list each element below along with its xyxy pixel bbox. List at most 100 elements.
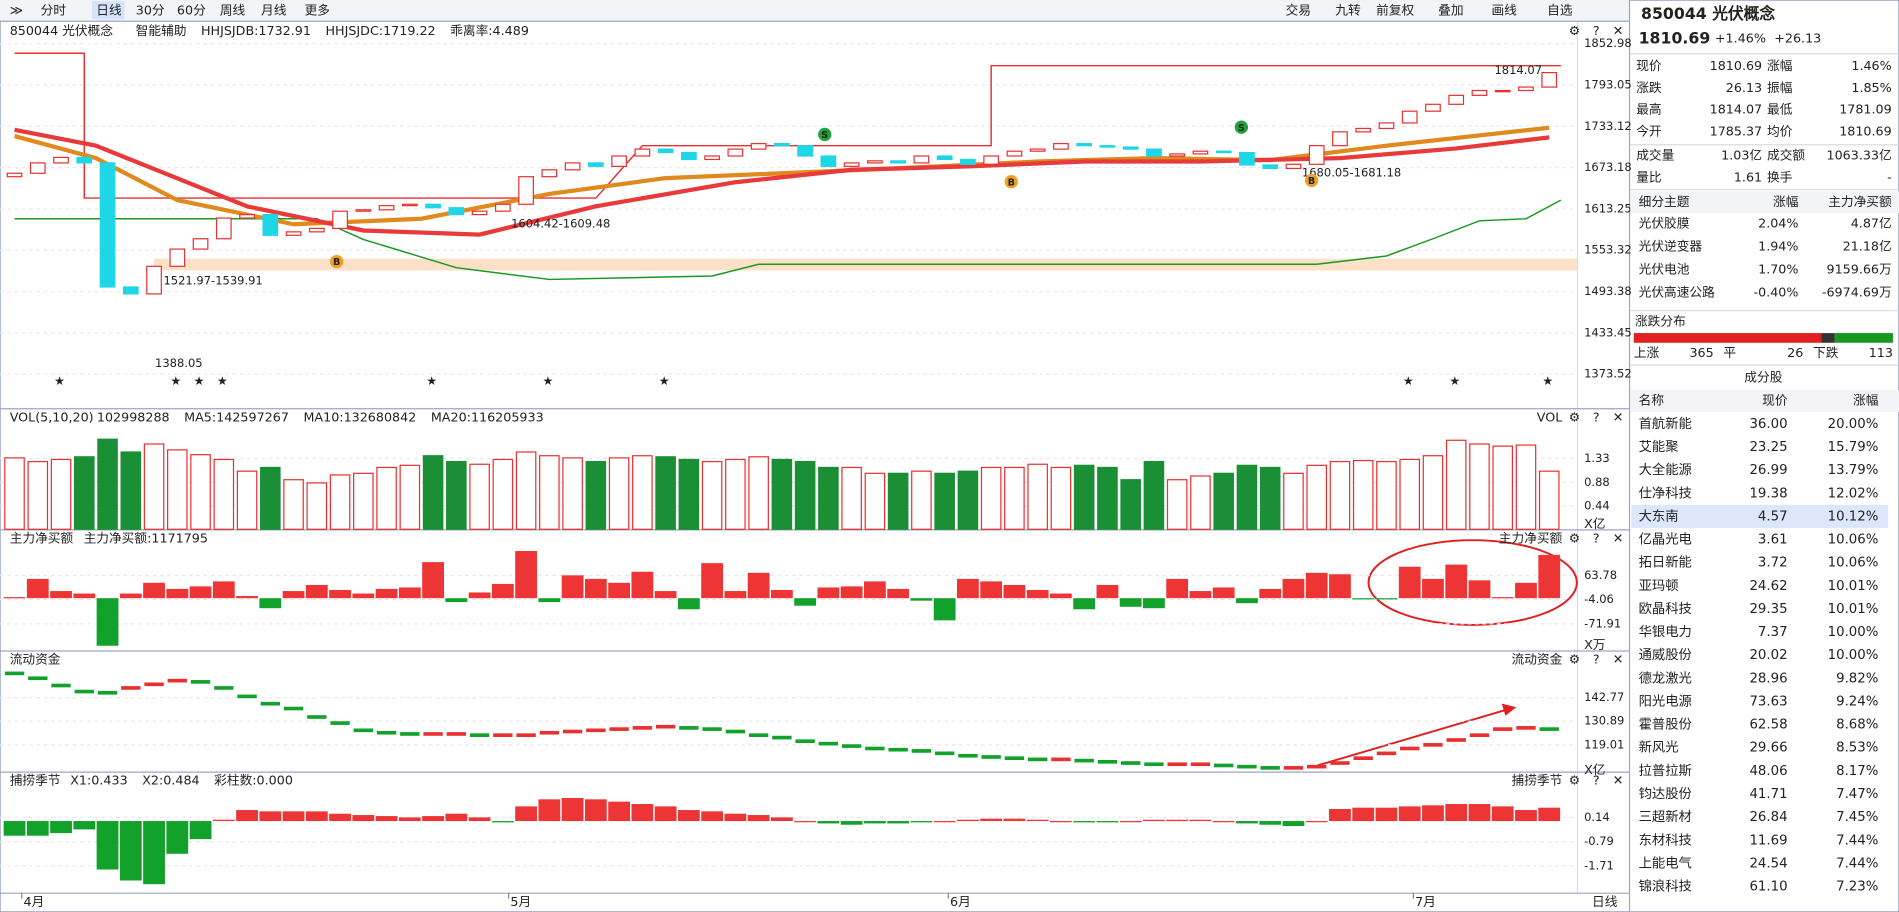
x-tick-label: 6月	[950, 894, 971, 909]
bar	[1189, 591, 1212, 599]
pane-icon[interactable]: ?	[1593, 652, 1600, 667]
toolbar-button[interactable]: 自选	[1547, 2, 1573, 17]
pane-icon[interactable]: ?	[1593, 409, 1600, 424]
pane-icon[interactable]: ✕	[1613, 409, 1624, 424]
volume-bar	[585, 460, 607, 530]
stock-name[interactable]: 亚玛顿	[1639, 578, 1679, 594]
flow-step	[51, 683, 71, 688]
bar	[538, 598, 561, 603]
pane-icon[interactable]: ✕	[1613, 773, 1624, 788]
bar	[119, 593, 142, 599]
candle	[704, 155, 720, 161]
toolbar-tab[interactable]: 30分	[136, 2, 165, 17]
candle	[332, 210, 348, 230]
theme-cell[interactable]: 光伏逆变器	[1639, 239, 1703, 254]
candle	[76, 156, 93, 164]
bar	[189, 586, 212, 599]
stock-name[interactable]: 德龙激光	[1639, 670, 1692, 686]
flow-step	[1051, 757, 1071, 762]
stock-name[interactable]: 上能电气	[1639, 855, 1692, 871]
row-highlight	[1631, 504, 1889, 528]
stock-name[interactable]: 霍普股份	[1639, 717, 1692, 733]
dist-count: 113	[1869, 345, 1893, 360]
theme-cell[interactable]: 光伏胶膜	[1639, 216, 1690, 231]
stock-name[interactable]: 新风光	[1639, 740, 1679, 756]
bar	[398, 817, 421, 822]
bar	[608, 801, 631, 822]
stock-name[interactable]: 艾能聚	[1639, 439, 1679, 455]
bar	[701, 563, 724, 599]
bar	[677, 598, 700, 610]
volume-bar	[864, 472, 886, 530]
bar	[375, 816, 398, 822]
y-tick-label: 1793.05	[1584, 77, 1632, 91]
bar	[422, 816, 444, 822]
bar	[1003, 818, 1026, 822]
pane-icon[interactable]: ⚙	[1569, 530, 1580, 545]
pane-icon[interactable]: ⚙	[1569, 409, 1580, 424]
legend-entry: 主力净买额:1171795	[84, 530, 208, 545]
bar	[608, 582, 631, 599]
toolbar-button[interactable]: 前复权	[1376, 2, 1414, 17]
stock-name[interactable]: 东材科技	[1639, 832, 1692, 848]
theme-cell[interactable]: 光伏高速公路	[1639, 285, 1716, 300]
dist-down	[1834, 333, 1893, 343]
toolbar-tab[interactable]: 60分	[177, 2, 206, 17]
toolbar-tab[interactable]: 月线	[261, 2, 287, 17]
signal-label: B	[1008, 177, 1015, 188]
bar	[282, 811, 305, 822]
toolbar-tab[interactable]: 周线	[220, 2, 246, 17]
legend-entry: HHJSJDC:1719.22	[326, 23, 436, 38]
theme-cell: 4.87亿	[1851, 216, 1892, 231]
pane-icon[interactable]: ?	[1593, 773, 1600, 788]
stock-name[interactable]: 大全能源	[1639, 461, 1692, 478]
stock-name[interactable]: 拓日新能	[1639, 555, 1692, 571]
stock-name[interactable]: 欧晶科技	[1639, 601, 1692, 617]
y-tick-label: 142.77	[1584, 690, 1624, 704]
bar	[375, 588, 398, 599]
toolbar-button[interactable]: 九转	[1335, 2, 1361, 17]
stock-name[interactable]: 锦浪科技	[1639, 879, 1692, 895]
candle	[1332, 131, 1348, 147]
volume-bar	[957, 470, 979, 530]
pane-icon[interactable]: ✕	[1613, 530, 1624, 545]
collapse-icon[interactable]: ≫	[10, 2, 23, 17]
theme-cell[interactable]: 光伏电池	[1639, 262, 1690, 277]
stock-name[interactable]: 仕净科技	[1639, 485, 1692, 501]
toolbar-button[interactable]: 画线	[1491, 2, 1517, 17]
flow-step	[469, 733, 490, 737]
stock-change: 13.79%	[1828, 463, 1879, 478]
pane-icon[interactable]: ?	[1593, 530, 1600, 545]
stock-name[interactable]: 通威股份	[1639, 647, 1692, 663]
toolbar-tab[interactable]: 分时	[41, 2, 67, 17]
pane-title: 捕捞季节	[10, 773, 61, 788]
stock-name[interactable]: 阳光电源	[1639, 693, 1692, 709]
pane-icon[interactable]: ✕	[1613, 652, 1624, 667]
pane-icon[interactable]: ⚙	[1569, 773, 1580, 788]
dist-flat	[1821, 333, 1835, 343]
pane-icon[interactable]: ⚙	[1569, 652, 1580, 667]
toolbar-tab[interactable]: 更多	[305, 2, 330, 17]
candle	[355, 209, 372, 212]
stock-name[interactable]: 首航新能	[1639, 416, 1692, 432]
stock-name[interactable]: 拉普拉斯	[1639, 763, 1692, 779]
stock-name[interactable]: 华银电力	[1639, 624, 1692, 640]
stock-name[interactable]: 大东南	[1639, 508, 1679, 524]
bar	[584, 799, 607, 822]
dist-count: 365	[1689, 345, 1713, 360]
toolbar-tab[interactable]: 日线	[96, 2, 122, 17]
toolbar-button[interactable]: 交易	[1286, 2, 1311, 17]
stock-name[interactable]: 三超新材	[1639, 809, 1692, 825]
toolbar-button[interactable]: 叠加	[1438, 2, 1463, 17]
volume-bar	[492, 458, 514, 530]
flow-step	[609, 727, 629, 731]
stock-name[interactable]: 亿晶光电	[1639, 532, 1692, 548]
bar	[654, 806, 677, 822]
pane-icon[interactable]: ?	[1593, 23, 1600, 38]
pane-icon[interactable]: ✕	[1613, 23, 1624, 38]
stock-name[interactable]: 钧达股份	[1639, 786, 1692, 802]
bar	[631, 804, 654, 822]
pane-icon[interactable]: ⚙	[1569, 23, 1580, 38]
legend-entry: 智能辅助	[136, 23, 187, 38]
candle	[1471, 89, 1488, 96]
